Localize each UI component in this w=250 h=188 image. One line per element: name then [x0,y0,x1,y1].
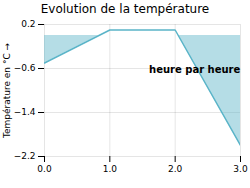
svg-text:1.0: 1.0 [103,164,118,174]
svg-text:2.0: 2.0 [168,164,183,174]
svg-text:−2.2: −2.2 [14,151,36,161]
svg-text:0.0: 0.0 [37,164,52,174]
svg-text:Température en °C →: Température en °C → [2,42,12,139]
html-text:Evolution de la température: Evolution de la température [40,2,210,16]
svg-text:−1.4: −1.4 [14,107,36,117]
svg-text:−0.6: −0.6 [14,63,36,73]
svg-text:0.2: 0.2 [21,19,35,29]
svg-text:heure par heure: heure par heure [149,64,240,75]
svg-text:3.0: 3.0 [233,164,248,174]
